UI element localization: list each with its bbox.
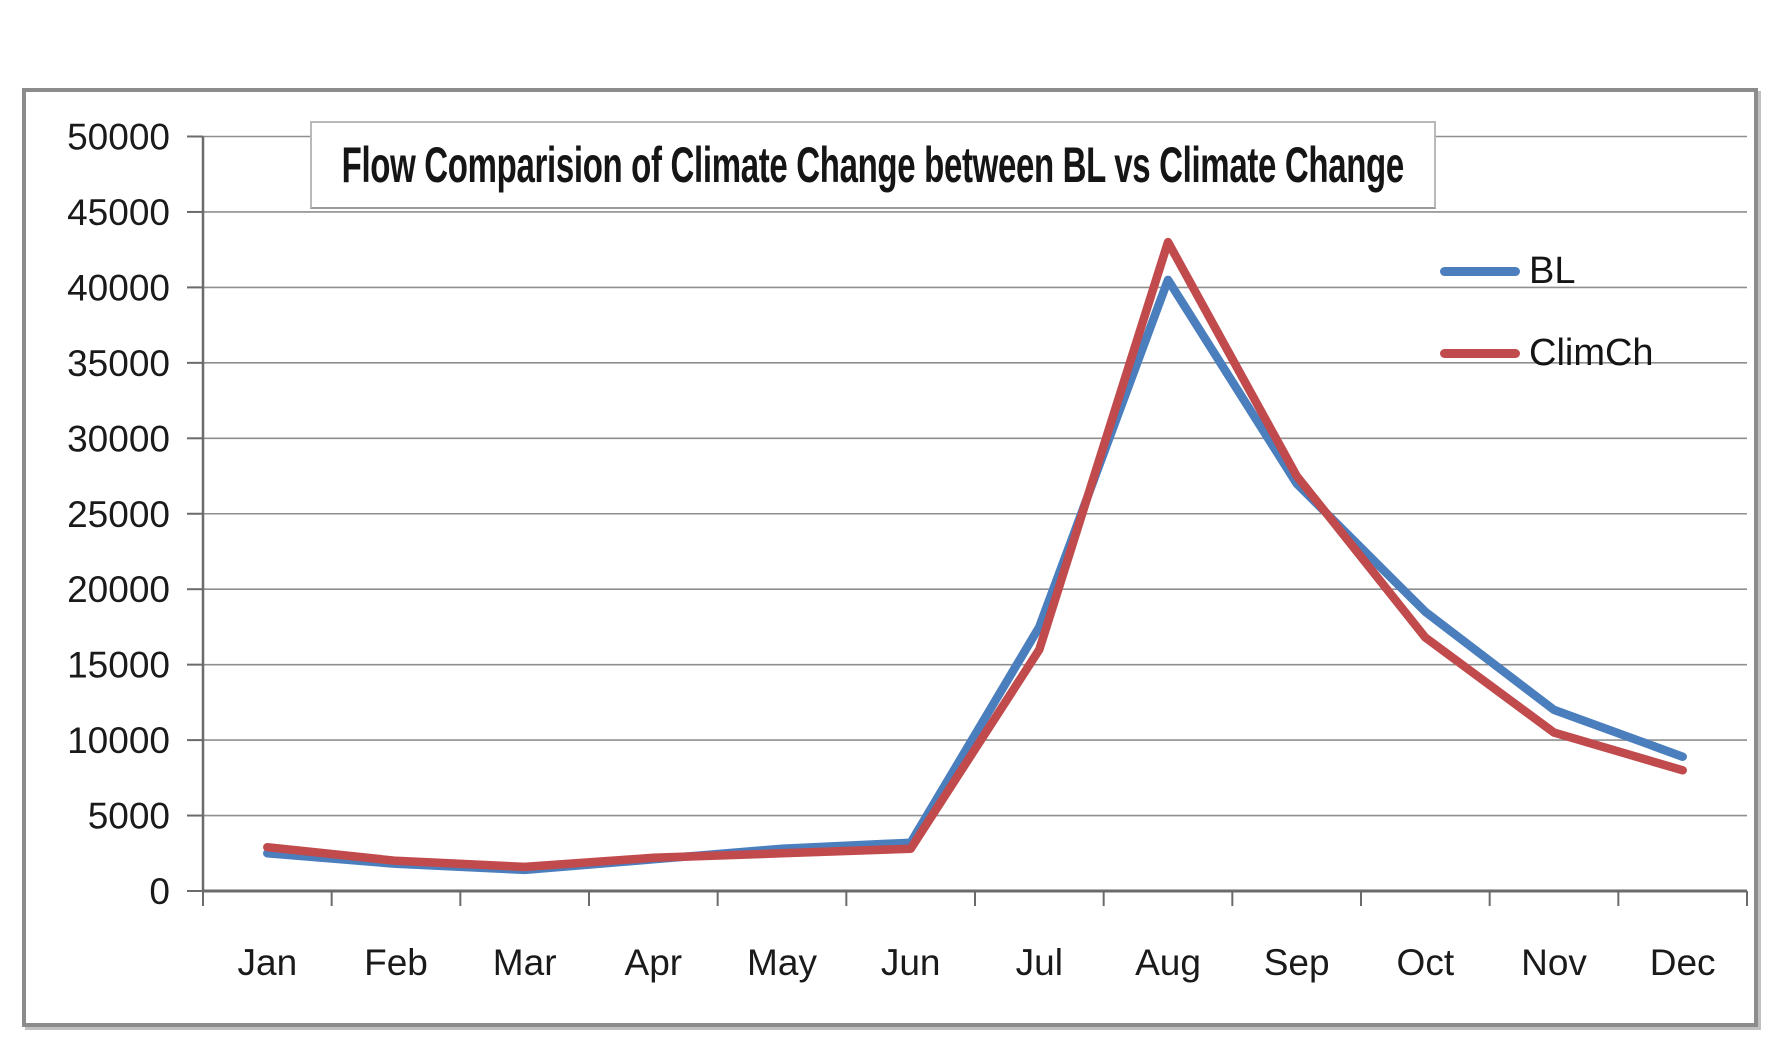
x-axis-label: Jul: [1016, 942, 1063, 983]
y-axis-label: 15000: [67, 645, 170, 686]
y-axis-label: 0: [149, 871, 170, 912]
x-axis-label: Oct: [1397, 942, 1455, 983]
y-axis-label: 20000: [67, 569, 170, 610]
y-axis-label: 40000: [67, 267, 170, 308]
x-axis-label: Jan: [238, 942, 298, 983]
legend-label-climch: ClimCh: [1529, 332, 1654, 374]
legend-swatch-climch: [1440, 348, 1520, 358]
legend-item-climch: ClimCh: [1440, 334, 1654, 372]
y-axis-label: 10000: [67, 720, 170, 761]
x-axis-label: May: [747, 942, 817, 983]
x-axis-label: Sep: [1264, 942, 1330, 983]
legend-item-bl: BL: [1440, 252, 1575, 290]
x-axis-label: Apr: [625, 942, 683, 983]
y-axis-label: 5000: [88, 796, 170, 837]
series-line-climch: [263, 237, 1687, 872]
x-axis-label: Nov: [1521, 942, 1587, 983]
x-axis-label: Jun: [881, 942, 941, 983]
legend-swatch-bl: [1440, 266, 1520, 276]
y-axis-label: 25000: [67, 494, 170, 535]
x-axis-label: Aug: [1135, 942, 1201, 983]
x-axis-label: Feb: [364, 942, 428, 983]
y-axis-label: 45000: [67, 192, 170, 233]
chart-title-box: Flow Comparision of Climate Change betwe…: [310, 121, 1436, 209]
y-axis-label: 35000: [67, 343, 170, 384]
legend-label-bl: BL: [1529, 250, 1576, 292]
x-axis-label: Dec: [1650, 942, 1716, 983]
chart-frame: [22, 88, 1758, 1027]
x-axis-label: Mar: [493, 942, 557, 983]
y-axis-label: 30000: [67, 418, 170, 459]
chart-title: Flow Comparision of Climate Change betwe…: [341, 137, 1405, 193]
y-axis-label: 50000: [67, 117, 170, 158]
